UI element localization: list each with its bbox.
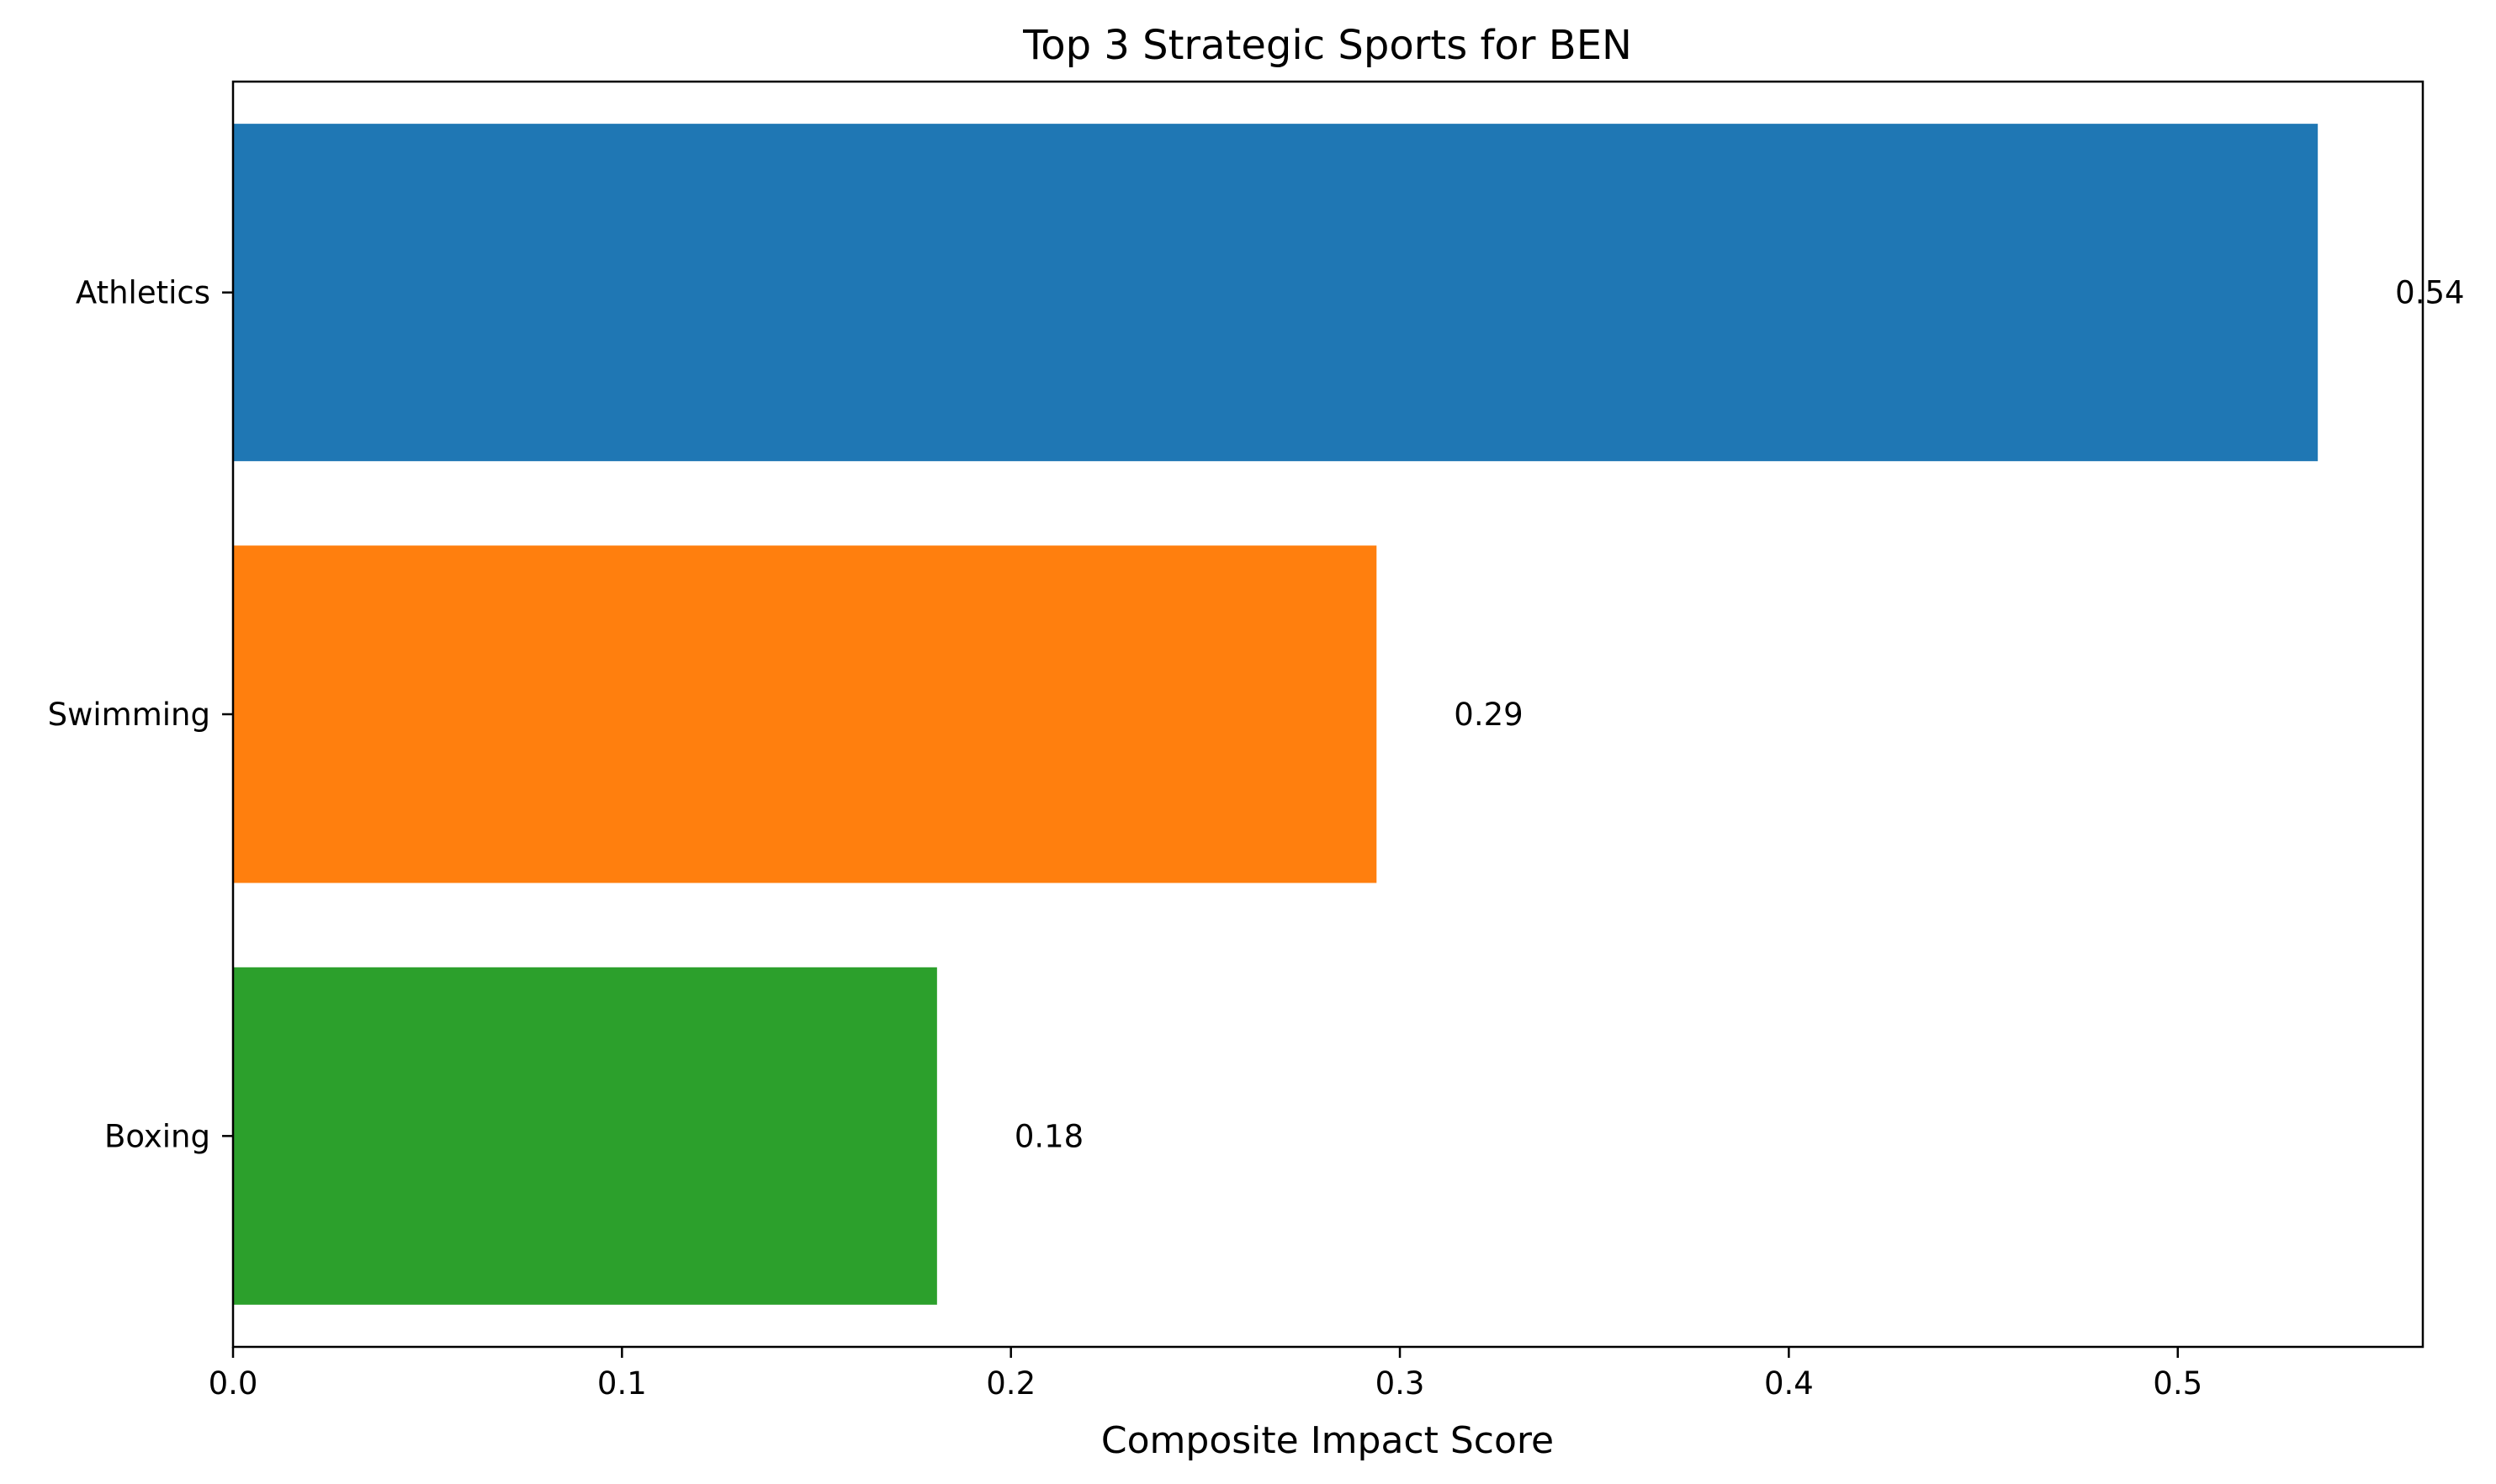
bars-layer	[233, 124, 2318, 1305]
bar-athletics	[233, 124, 2318, 462]
x-tick-label: 0.3	[1375, 1365, 1425, 1402]
x-tick-label: 0.5	[2153, 1365, 2202, 1402]
chart-title: Top 3 Strategic Sports for BEN	[1022, 22, 1632, 69]
bar-swimming	[233, 545, 1377, 883]
value-label-boxing: 0.18	[1015, 1118, 1084, 1154]
bar-boxing	[233, 967, 937, 1305]
x-tick-label: 0.2	[986, 1365, 1036, 1402]
y-tick-label-athletics: Athletics	[76, 275, 210, 311]
value-labels-layer: 0.54 0.29 0.18	[1015, 275, 2465, 1155]
x-axis-label: Composite Impact Score	[1101, 1419, 1554, 1462]
value-label-swimming: 0.29	[1454, 697, 1523, 733]
x-axis: 0.0 0.1 0.2 0.3 0.4 0.5	[209, 1347, 2202, 1402]
x-tick-label: 0.4	[1764, 1365, 1814, 1402]
y-tick-label-swimming: Swimming	[48, 697, 210, 733]
x-tick-label: 0.0	[209, 1365, 258, 1402]
x-tick-label: 0.1	[597, 1365, 647, 1402]
y-axis: Athletics Swimming Boxing	[48, 275, 233, 1154]
plot-frame	[231, 80, 2424, 1349]
value-label-athletics: 0.54	[2395, 275, 2464, 311]
y-tick-label-boxing: Boxing	[104, 1118, 210, 1154]
